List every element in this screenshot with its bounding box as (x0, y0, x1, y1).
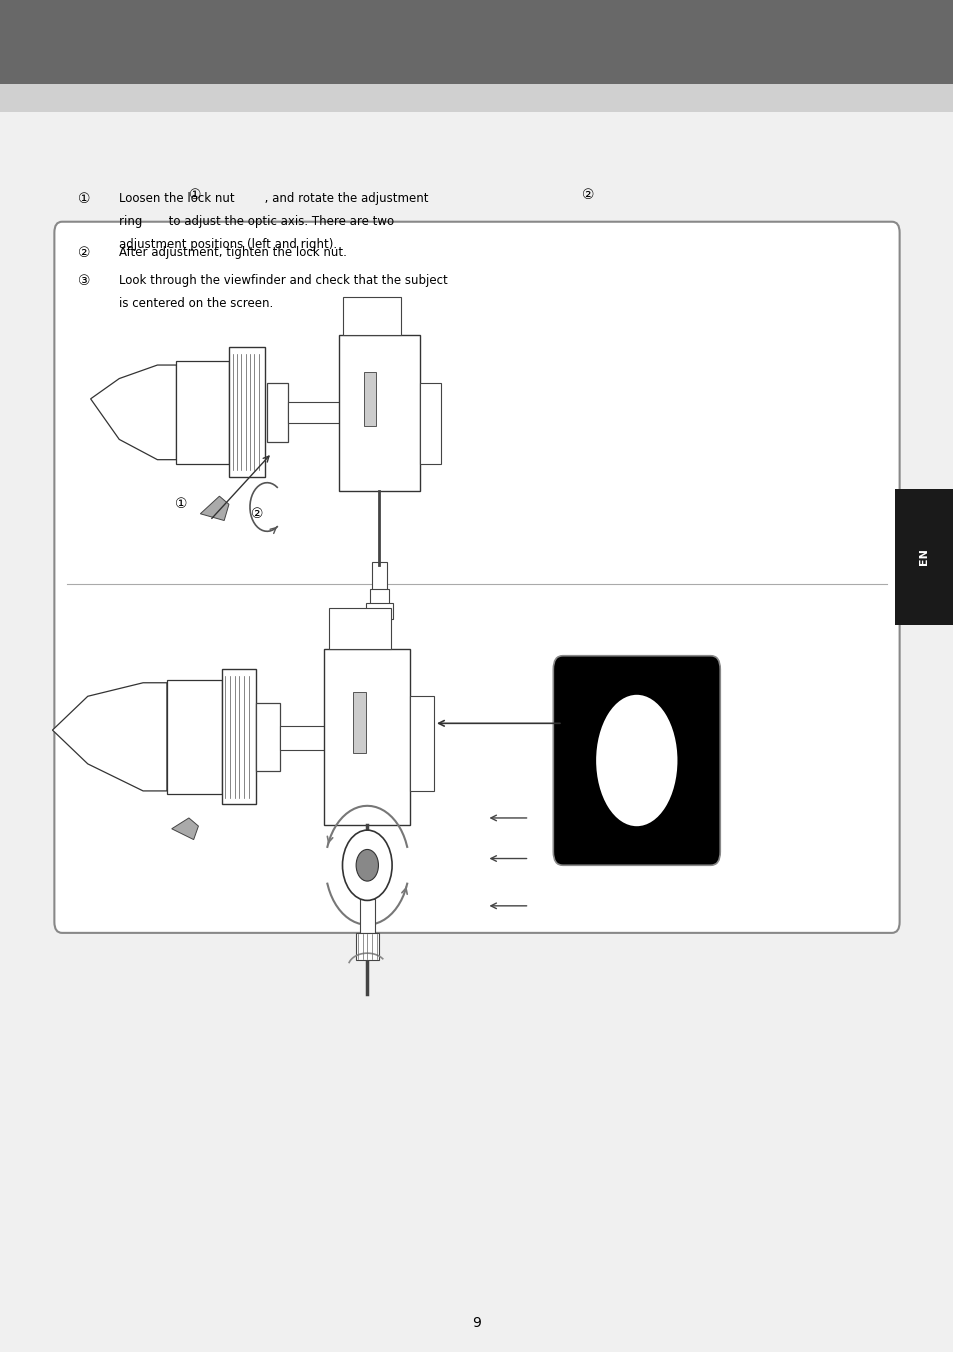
Bar (288, 402, 340, 423)
Bar (229, 347, 265, 477)
Bar (372, 562, 387, 592)
FancyBboxPatch shape (553, 656, 720, 865)
Text: adjustment positions (left and right).: adjustment positions (left and right). (119, 238, 337, 251)
Bar (324, 649, 410, 825)
Bar (279, 726, 327, 750)
Circle shape (342, 830, 392, 900)
Text: ①: ① (78, 192, 91, 206)
Polygon shape (52, 683, 167, 791)
Bar (353, 692, 366, 753)
Text: Loosen the lock nut        , and rotate the adjustment: Loosen the lock nut , and rotate the adj… (119, 192, 428, 206)
Bar (176, 361, 229, 464)
Bar (419, 383, 440, 464)
Text: EN: EN (919, 549, 928, 565)
Bar (0, 84, 953, 112)
Polygon shape (91, 365, 176, 460)
Bar (267, 383, 288, 442)
Polygon shape (172, 818, 198, 840)
Text: is centered on the screen.: is centered on the screen. (119, 297, 274, 311)
Ellipse shape (596, 695, 677, 826)
Bar (355, 933, 378, 960)
Polygon shape (200, 496, 229, 521)
Bar (369, 589, 389, 606)
Text: 9: 9 (472, 1317, 481, 1330)
Bar (359, 899, 375, 933)
Bar (343, 297, 400, 335)
Bar (0, 0, 953, 84)
Text: Look through the viewfinder and check that the subject: Look through the viewfinder and check th… (119, 274, 448, 288)
Text: ③: ③ (78, 274, 91, 288)
Bar (329, 608, 391, 649)
Text: ②: ② (581, 188, 595, 201)
FancyBboxPatch shape (54, 222, 899, 933)
Text: ②: ② (251, 507, 264, 521)
Text: ring       to adjust the optic axis. There are two: ring to adjust the optic axis. There are… (119, 215, 394, 228)
Bar (364, 372, 375, 426)
Bar (410, 696, 434, 791)
Bar (222, 669, 255, 804)
Text: ①: ① (174, 498, 188, 511)
Text: ②: ② (78, 246, 91, 260)
Bar (366, 603, 393, 619)
Text: After adjustment, tighten the lock nut.: After adjustment, tighten the lock nut. (119, 246, 347, 260)
Bar (338, 335, 419, 491)
Bar (255, 703, 279, 771)
Text: ①: ① (189, 188, 202, 201)
Bar (167, 680, 222, 794)
Bar (894, 489, 953, 625)
Circle shape (355, 849, 378, 882)
